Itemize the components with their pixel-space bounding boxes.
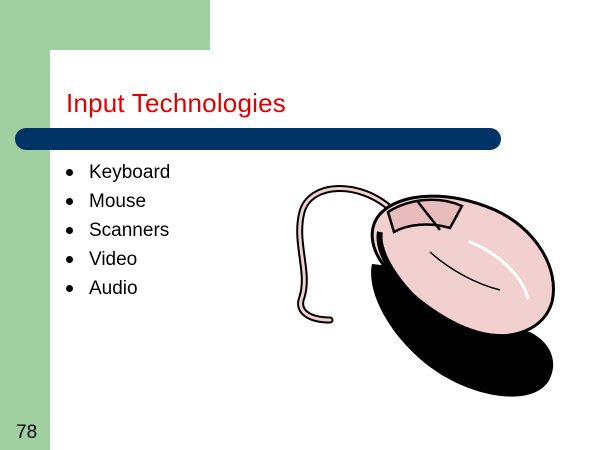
bullet-label: Keyboard bbox=[89, 162, 171, 183]
bullet-icon bbox=[66, 227, 73, 234]
bullet-label: Scanners bbox=[89, 220, 170, 241]
bullet-item: Video bbox=[66, 245, 170, 274]
slide-number: 78 bbox=[16, 422, 38, 443]
bullet-icon bbox=[66, 198, 73, 205]
bullet-icon bbox=[66, 285, 73, 292]
bullet-item: Scanners bbox=[66, 216, 170, 245]
green-side-band bbox=[0, 0, 50, 450]
computer-mouse-icon bbox=[296, 185, 555, 397]
bullet-item: Audio bbox=[66, 274, 170, 303]
bullet-label: Video bbox=[89, 249, 138, 270]
bullet-label: Mouse bbox=[89, 191, 147, 212]
bullet-label: Audio bbox=[89, 278, 138, 299]
bullet-icon bbox=[66, 256, 73, 263]
bullet-list: Keyboard Mouse Scanners Video Audio bbox=[66, 158, 170, 303]
title-underline-bar bbox=[15, 128, 501, 150]
bullet-icon bbox=[66, 169, 73, 176]
bullet-item: Mouse bbox=[66, 187, 170, 216]
slide-title: Input Technologies bbox=[66, 88, 286, 118]
bullet-item: Keyboard bbox=[66, 158, 170, 187]
